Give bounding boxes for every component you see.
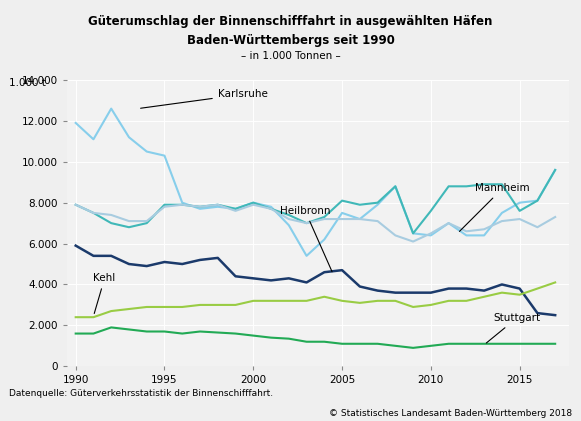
Text: Baden-Württembergs seit 1990: Baden-Württembergs seit 1990 (187, 34, 394, 47)
Text: Mannheim: Mannheim (460, 184, 530, 232)
Text: Datenquelle: Güterverkehrsstatistik der Binnenschifffahrt.: Datenquelle: Güterverkehrsstatistik der … (9, 389, 273, 398)
Text: – in 1.000 Tonnen –: – in 1.000 Tonnen – (241, 51, 340, 61)
Text: Kehl: Kehl (94, 273, 116, 314)
Text: Heilbronn: Heilbronn (280, 206, 332, 272)
Text: Karlsruhe: Karlsruhe (141, 89, 268, 108)
Text: © Statistisches Landesamt Baden-Württemberg 2018: © Statistisches Landesamt Baden-Württemb… (329, 409, 572, 418)
Text: 1.000 t: 1.000 t (9, 78, 45, 88)
Text: Güterumschlag der Binnenschifffahrt in ausgewählten Häfen: Güterumschlag der Binnenschifffahrt in a… (88, 15, 493, 28)
Text: Stuttgart: Stuttgart (486, 313, 540, 343)
